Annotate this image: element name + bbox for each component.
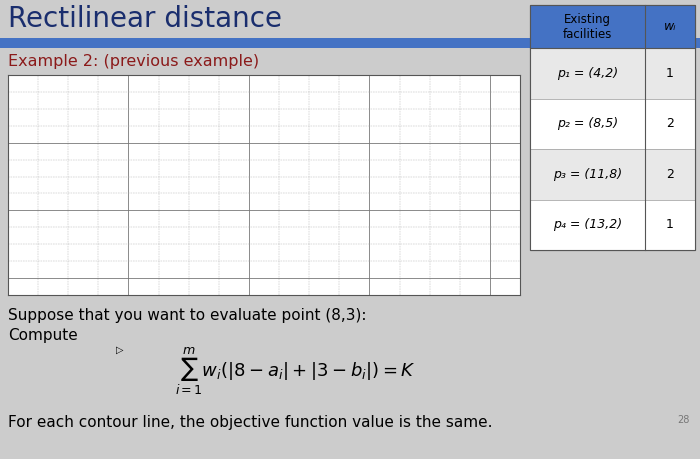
Bar	[530, 48, 695, 99]
Text: $\sum_{i=1}^{m} w_i(|8 - a_i| + |3 - b_i|) = K$: $\sum_{i=1}^{m} w_i(|8 - a_i| + |3 - b_i…	[175, 345, 416, 397]
Text: Existing
facilities: Existing facilities	[563, 12, 612, 40]
Text: 2: 2	[666, 168, 674, 181]
Text: 2: 2	[666, 117, 674, 130]
Text: Compute: Compute	[8, 328, 78, 343]
Text: 1: 1	[666, 67, 674, 80]
Bar	[0, 38, 700, 48]
Bar	[530, 5, 695, 250]
Text: p₃ = (11,8): p₃ = (11,8)	[553, 168, 622, 181]
Bar	[530, 99, 695, 149]
Text: p₄ = (13,2): p₄ = (13,2)	[553, 218, 622, 231]
Text: Suppose that you want to evaluate point (8,3):: Suppose that you want to evaluate point …	[8, 308, 367, 323]
Bar	[8, 75, 520, 295]
Text: $\triangleright$: $\triangleright$	[115, 345, 125, 357]
Text: p₁ = (4,2): p₁ = (4,2)	[557, 67, 618, 80]
Text: 28: 28	[678, 415, 690, 425]
Bar	[530, 5, 695, 250]
Text: p₂ = (8,5): p₂ = (8,5)	[557, 117, 618, 130]
Bar	[530, 200, 695, 250]
Text: Example 2: (previous example): Example 2: (previous example)	[8, 54, 259, 69]
Bar	[530, 149, 695, 200]
Text: wᵢ: wᵢ	[664, 20, 676, 33]
Text: 1: 1	[666, 218, 674, 231]
Bar	[530, 5, 695, 48]
Text: Rectilinear distance: Rectilinear distance	[8, 5, 282, 33]
Text: For each contour line, the objective function value is the same.: For each contour line, the objective fun…	[8, 415, 493, 430]
